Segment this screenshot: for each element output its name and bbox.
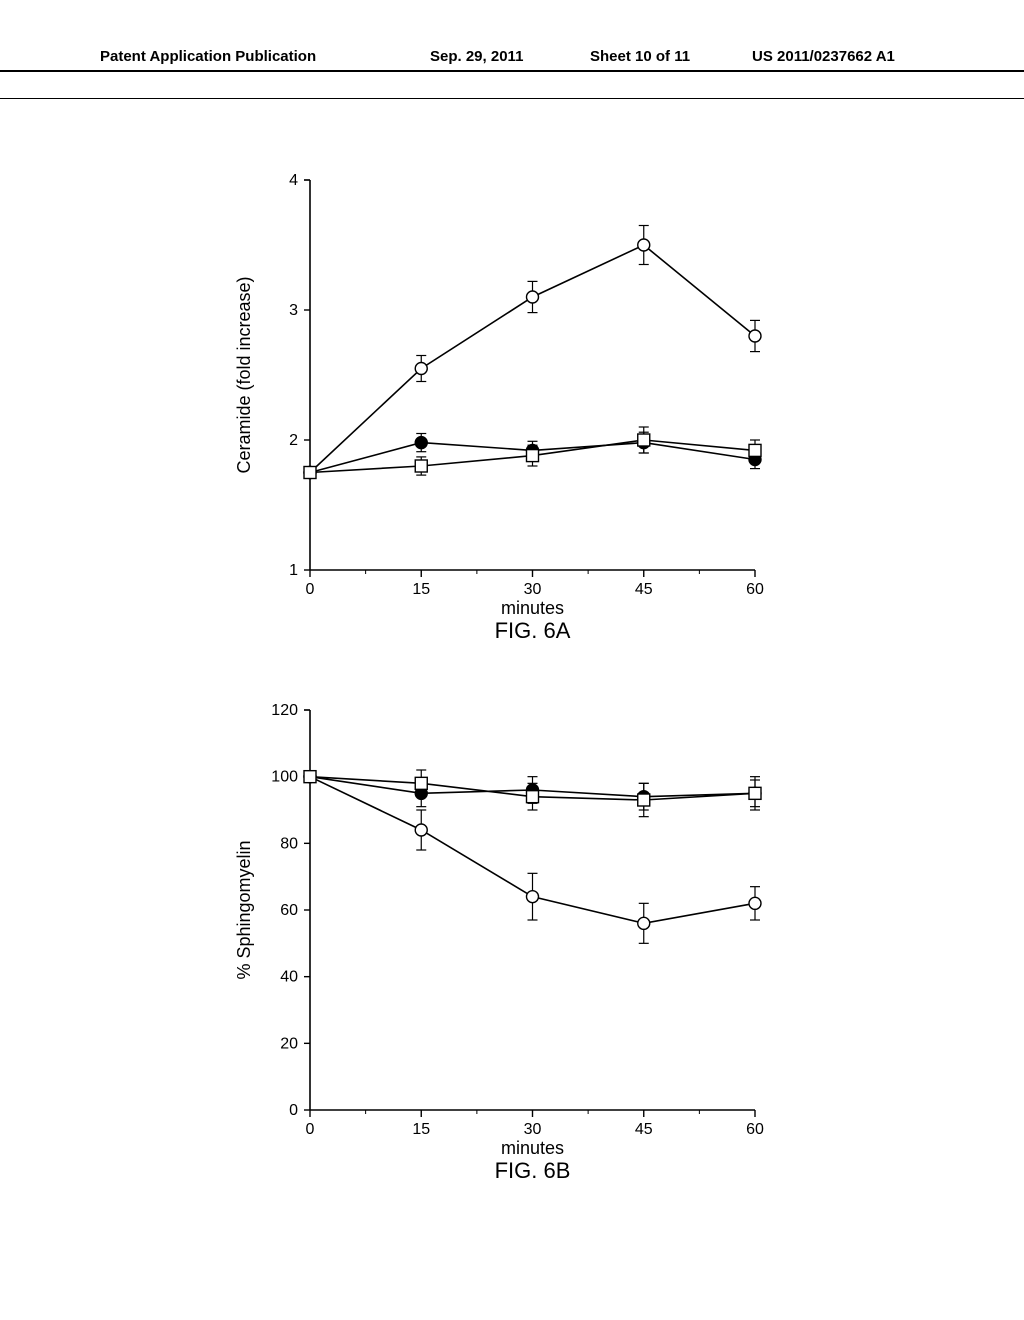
chart-sphingomyelin: 0 20 40 60 80 100 120 0 15 30 45 60 minutes % Sphingo…	[215, 700, 775, 1190]
svg-text:60: 60	[746, 1121, 764, 1138]
svg-text:% Sphingomyelin: % Sphingomyelin	[234, 840, 254, 979]
svg-text:40: 40	[280, 969, 298, 986]
svg-text:80: 80	[280, 835, 298, 852]
svg-text:45: 45	[635, 1121, 653, 1138]
svg-text:FIG. 6B: FIG. 6B	[495, 1158, 571, 1183]
pub-type: Patent Application Publication	[100, 48, 316, 65]
svg-text:120: 120	[271, 702, 298, 719]
pub-date: Sep. 29, 2011	[430, 48, 523, 65]
svg-text:Ceramide (fold increase): Ceramide (fold increase)	[234, 276, 254, 473]
pub-number: US 2011/0237662 A1	[752, 48, 895, 65]
chart-ceramide: 1 2 3 4 0 15 30 45 60 minutes Ceramide (fold incre…	[215, 170, 775, 650]
svg-text:30: 30	[524, 581, 542, 598]
svg-text:20: 20	[280, 1035, 298, 1052]
svg-text:15: 15	[412, 1121, 430, 1138]
svg-text:45: 45	[635, 581, 653, 598]
svg-text:0: 0	[306, 581, 315, 598]
svg-text:60: 60	[280, 902, 298, 919]
svg-text:1: 1	[289, 562, 298, 579]
svg-text:FIG. 6A: FIG. 6A	[495, 618, 571, 643]
svg-text:100: 100	[271, 769, 298, 786]
svg-text:0: 0	[306, 1121, 315, 1138]
svg-text:30: 30	[524, 1121, 542, 1138]
svg-text:minutes: minutes	[501, 598, 564, 618]
svg-text:minutes: minutes	[501, 1138, 564, 1158]
svg-text:15: 15	[412, 581, 430, 598]
header-rule	[0, 70, 1024, 99]
svg-text:3: 3	[289, 302, 298, 319]
svg-text:60: 60	[746, 581, 764, 598]
svg-text:0: 0	[289, 1102, 298, 1119]
sheet-num: Sheet 10 of 11	[590, 48, 690, 65]
svg-text:4: 4	[289, 172, 298, 189]
svg-text:2: 2	[289, 432, 298, 449]
